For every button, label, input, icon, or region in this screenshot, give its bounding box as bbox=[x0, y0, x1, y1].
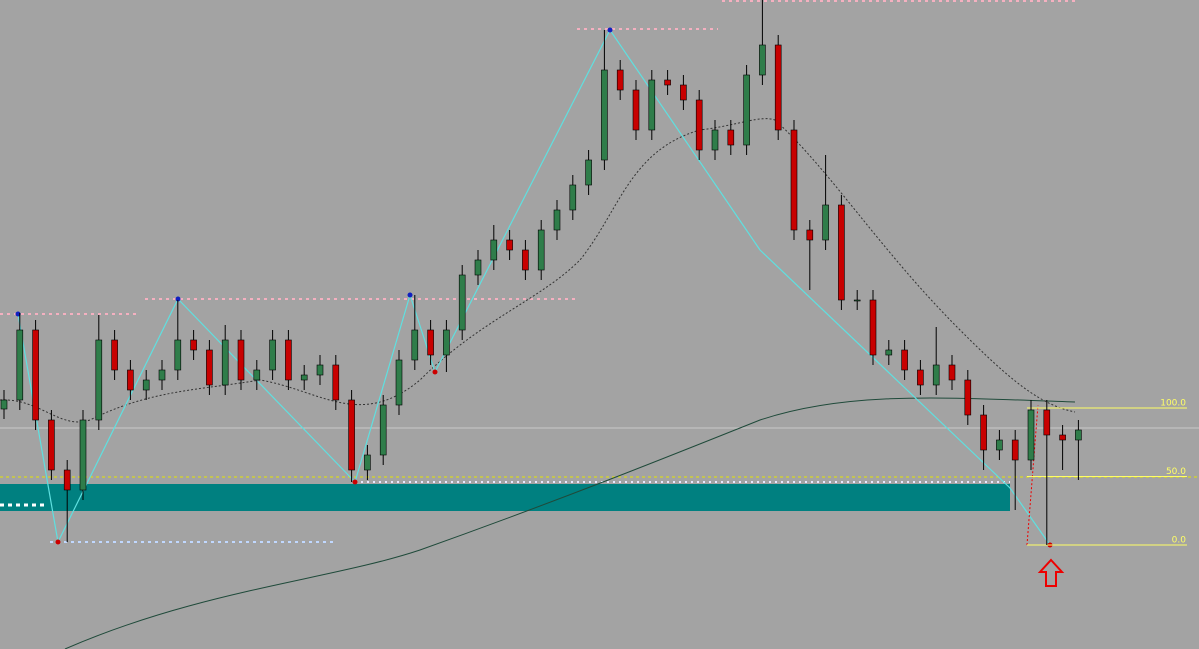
candle-body bbox=[221, 339, 229, 386]
candle-body bbox=[316, 364, 324, 376]
candles bbox=[0, 0, 1082, 545]
candle-body bbox=[95, 339, 103, 421]
slow-ma bbox=[64, 397, 1076, 649]
candle-body bbox=[300, 374, 308, 381]
candle-body bbox=[727, 129, 735, 146]
candle-body bbox=[585, 159, 592, 186]
candle-body bbox=[664, 79, 671, 86]
candle-body bbox=[190, 339, 197, 351]
candle-body bbox=[917, 369, 924, 386]
candle-body bbox=[774, 44, 782, 131]
zigzag-points bbox=[15, 27, 1053, 548]
candle-body bbox=[0, 399, 8, 410]
candle-body bbox=[790, 129, 798, 231]
candle-body bbox=[142, 379, 150, 391]
candle-body bbox=[759, 44, 766, 76]
fib-label: 50.0 bbox=[1166, 467, 1186, 477]
candle-body bbox=[111, 339, 118, 371]
candle-body bbox=[711, 129, 719, 151]
candle-body bbox=[285, 339, 292, 381]
candle-body bbox=[79, 419, 87, 491]
fib-label: 100.0 bbox=[1160, 399, 1186, 409]
candle-body bbox=[474, 259, 482, 276]
candle-body bbox=[1059, 434, 1066, 441]
candle-body bbox=[411, 329, 419, 361]
fast-ma bbox=[0, 118, 1076, 423]
candle-body bbox=[269, 339, 276, 371]
candle-body bbox=[1027, 409, 1035, 461]
candle-body bbox=[348, 399, 355, 471]
candle-body bbox=[506, 239, 513, 251]
signal-arrow bbox=[1037, 558, 1065, 587]
candle-body bbox=[932, 364, 940, 386]
candle-body bbox=[458, 274, 466, 331]
candle-body bbox=[522, 249, 529, 271]
candle-body bbox=[695, 99, 703, 151]
candle-body bbox=[48, 419, 55, 471]
candle-body bbox=[427, 329, 434, 356]
fibonacci: 100.0 50.0 0.0 bbox=[1027, 399, 1187, 546]
candle-body bbox=[806, 229, 814, 241]
candle-body bbox=[680, 84, 687, 101]
candle-body bbox=[964, 379, 972, 416]
candle-body bbox=[332, 364, 340, 401]
candle-body bbox=[838, 204, 845, 301]
candle-body bbox=[948, 364, 956, 381]
zigzag bbox=[17, 28, 1051, 546]
candle-body bbox=[364, 454, 371, 471]
candle-body bbox=[174, 339, 182, 371]
candle-body bbox=[395, 359, 403, 406]
candle-body bbox=[443, 329, 450, 356]
candle-body bbox=[980, 414, 987, 451]
candle-body bbox=[63, 469, 71, 491]
candle-body bbox=[822, 204, 829, 241]
candle-body bbox=[537, 229, 545, 271]
candle-body bbox=[569, 184, 577, 211]
candle-body bbox=[206, 349, 213, 386]
candle-body bbox=[648, 79, 656, 131]
fib-label: 0.0 bbox=[1172, 536, 1187, 546]
candle-body bbox=[158, 369, 166, 381]
candle-body bbox=[379, 404, 387, 456]
fib-trend bbox=[1026, 404, 1039, 546]
candle-body bbox=[553, 209, 561, 231]
candle-body bbox=[601, 69, 608, 161]
candle-body bbox=[885, 349, 893, 356]
candle-body bbox=[869, 299, 877, 356]
candle-body bbox=[490, 239, 498, 261]
candle-body bbox=[1043, 409, 1051, 436]
candle-body bbox=[901, 349, 908, 371]
candle-body bbox=[1075, 429, 1082, 441]
candle-body bbox=[632, 89, 640, 131]
candle-body bbox=[127, 369, 134, 391]
demand-zone bbox=[0, 484, 1010, 511]
candle-body bbox=[996, 439, 1003, 451]
candle-body bbox=[253, 369, 261, 381]
candle-body bbox=[32, 329, 39, 421]
candle-body bbox=[853, 299, 861, 302]
candle-body bbox=[743, 74, 750, 146]
candle-body bbox=[237, 339, 245, 381]
candle-body bbox=[16, 329, 24, 401]
candle-body bbox=[1011, 439, 1019, 461]
candle-body bbox=[616, 69, 624, 91]
resistance-lines bbox=[0, 0, 1078, 315]
